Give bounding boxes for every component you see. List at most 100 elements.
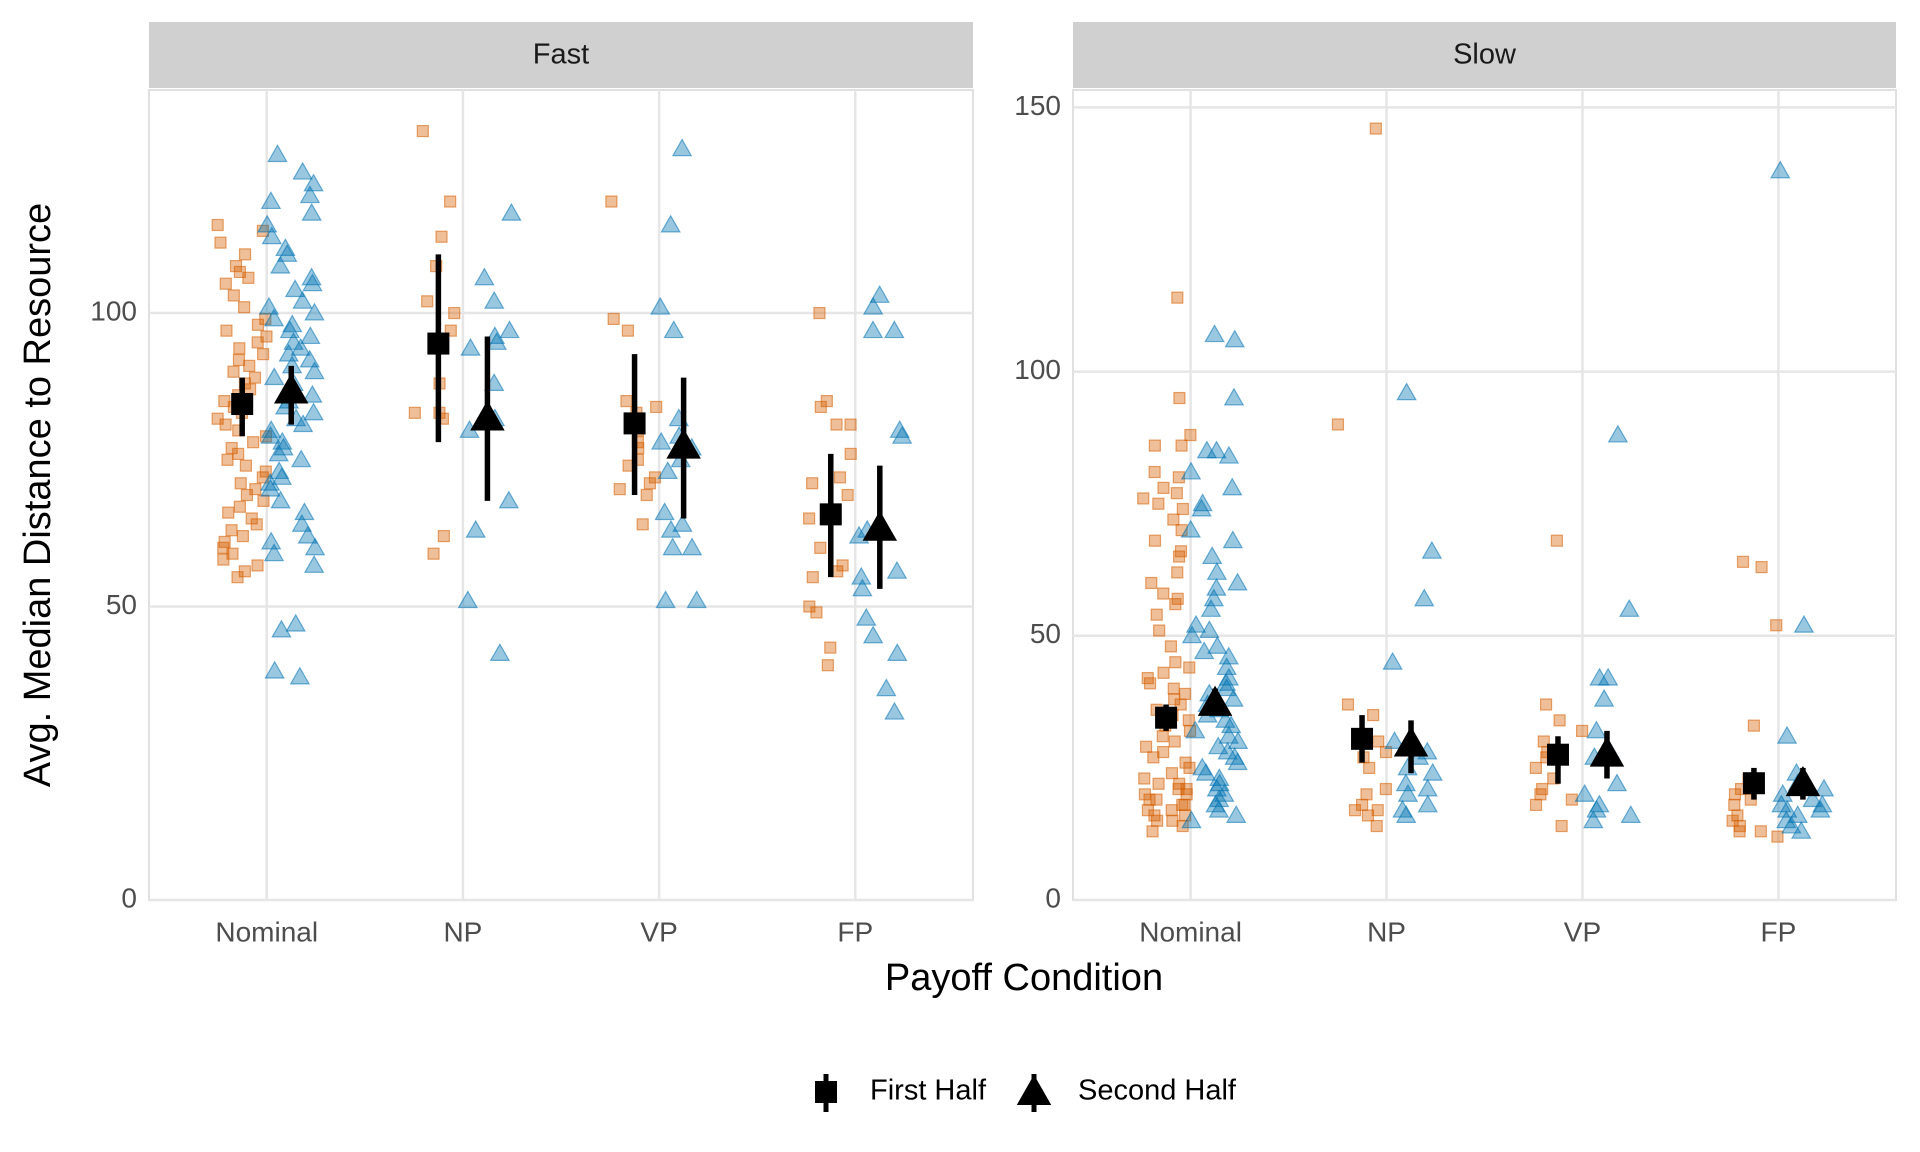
raw-point — [605, 195, 618, 208]
raw-point — [292, 414, 314, 433]
raw-point — [1147, 751, 1160, 764]
raw-point — [1207, 635, 1228, 654]
raw-point — [444, 195, 457, 208]
raw-point — [1180, 461, 1202, 480]
mean-point — [623, 412, 646, 435]
raw-point — [256, 214, 278, 233]
raw-point — [499, 320, 520, 339]
raw-point — [876, 678, 897, 697]
raw-point — [1733, 825, 1746, 838]
raw-point — [279, 320, 301, 339]
raw-point — [1180, 788, 1193, 801]
raw-point — [1728, 798, 1741, 811]
raw-point — [302, 273, 323, 292]
raw-point — [884, 320, 905, 339]
raw-point — [814, 400, 827, 414]
raw-point — [257, 348, 270, 361]
raw-point — [862, 625, 884, 644]
raw-point — [1776, 725, 1798, 744]
raw-point — [1166, 814, 1179, 827]
raw-point — [1146, 825, 1159, 838]
raw-point — [1413, 588, 1435, 607]
raw-point — [1204, 324, 1225, 343]
raw-point — [1220, 715, 1242, 734]
raw-point — [1170, 487, 1183, 500]
raw-point — [1218, 725, 1240, 744]
raw-point — [663, 320, 685, 339]
raw-point — [810, 606, 823, 619]
raw-point — [662, 537, 683, 556]
facet-strip — [149, 22, 973, 88]
raw-point — [260, 425, 281, 444]
raw-point — [1810, 799, 1831, 818]
mean-point — [1351, 727, 1374, 750]
raw-point — [1175, 524, 1188, 537]
y-tick-label: 0 — [1045, 882, 1061, 913]
mean-point — [862, 510, 898, 541]
raw-point — [1790, 820, 1812, 839]
raw-point — [830, 418, 843, 431]
raw-point — [299, 185, 321, 204]
raw-point — [1224, 329, 1245, 348]
raw-point — [643, 477, 656, 490]
raw-point — [613, 483, 626, 496]
raw-point — [222, 506, 235, 519]
raw-point — [1152, 777, 1165, 790]
raw-point — [852, 578, 873, 597]
raw-point — [1776, 810, 1797, 829]
raw-point — [1363, 761, 1376, 775]
raw-point — [1539, 698, 1553, 711]
raw-point — [250, 518, 263, 531]
raw-point — [1172, 550, 1186, 563]
raw-point — [1182, 714, 1195, 727]
raw-point — [242, 271, 255, 284]
raw-point — [483, 290, 505, 309]
raw-point — [256, 224, 269, 237]
mean-point — [427, 332, 450, 355]
raw-point — [277, 243, 298, 262]
raw-point — [1384, 731, 1405, 749]
raw-point — [1606, 773, 1628, 792]
raw-point — [1193, 641, 1215, 660]
raw-point — [1593, 688, 1615, 707]
raw-point — [660, 214, 681, 233]
facet-strip — [1073, 22, 1896, 88]
raw-point — [1372, 735, 1385, 748]
raw-point — [1199, 620, 1220, 639]
raw-point — [1781, 815, 1802, 834]
raw-point — [681, 537, 703, 556]
raw-point — [220, 324, 233, 337]
raw-point — [1361, 809, 1375, 822]
raw-point — [1227, 572, 1248, 591]
raw-point — [260, 478, 281, 497]
raw-point — [444, 324, 457, 337]
raw-point — [1218, 646, 1239, 665]
raw-point — [649, 296, 671, 315]
raw-point — [813, 306, 826, 320]
facet-title: Slow — [1453, 39, 1517, 71]
raw-point — [1395, 773, 1417, 792]
x-tick-label: Nominal — [215, 916, 318, 947]
raw-point — [1221, 477, 1243, 496]
raw-point — [886, 560, 908, 579]
raw-point — [217, 553, 230, 566]
raw-point — [251, 336, 264, 349]
raw-point — [263, 367, 285, 386]
raw-point — [289, 666, 311, 685]
raw-point — [251, 318, 265, 331]
raw-point — [435, 230, 448, 243]
x-axis-title: Payoff Condition — [885, 957, 1163, 999]
raw-point — [273, 437, 294, 456]
mean-point — [666, 428, 701, 459]
raw-point — [1728, 788, 1742, 801]
raw-point — [650, 400, 663, 414]
raw-point — [1736, 555, 1750, 568]
legend-key — [1016, 1074, 1052, 1105]
raw-point — [278, 343, 299, 362]
x-tick-label: NP — [1367, 916, 1406, 947]
raw-point — [292, 290, 313, 309]
raw-point — [301, 202, 322, 221]
raw-point — [260, 191, 282, 210]
raw-point — [1164, 640, 1178, 653]
raw-point — [271, 619, 292, 638]
